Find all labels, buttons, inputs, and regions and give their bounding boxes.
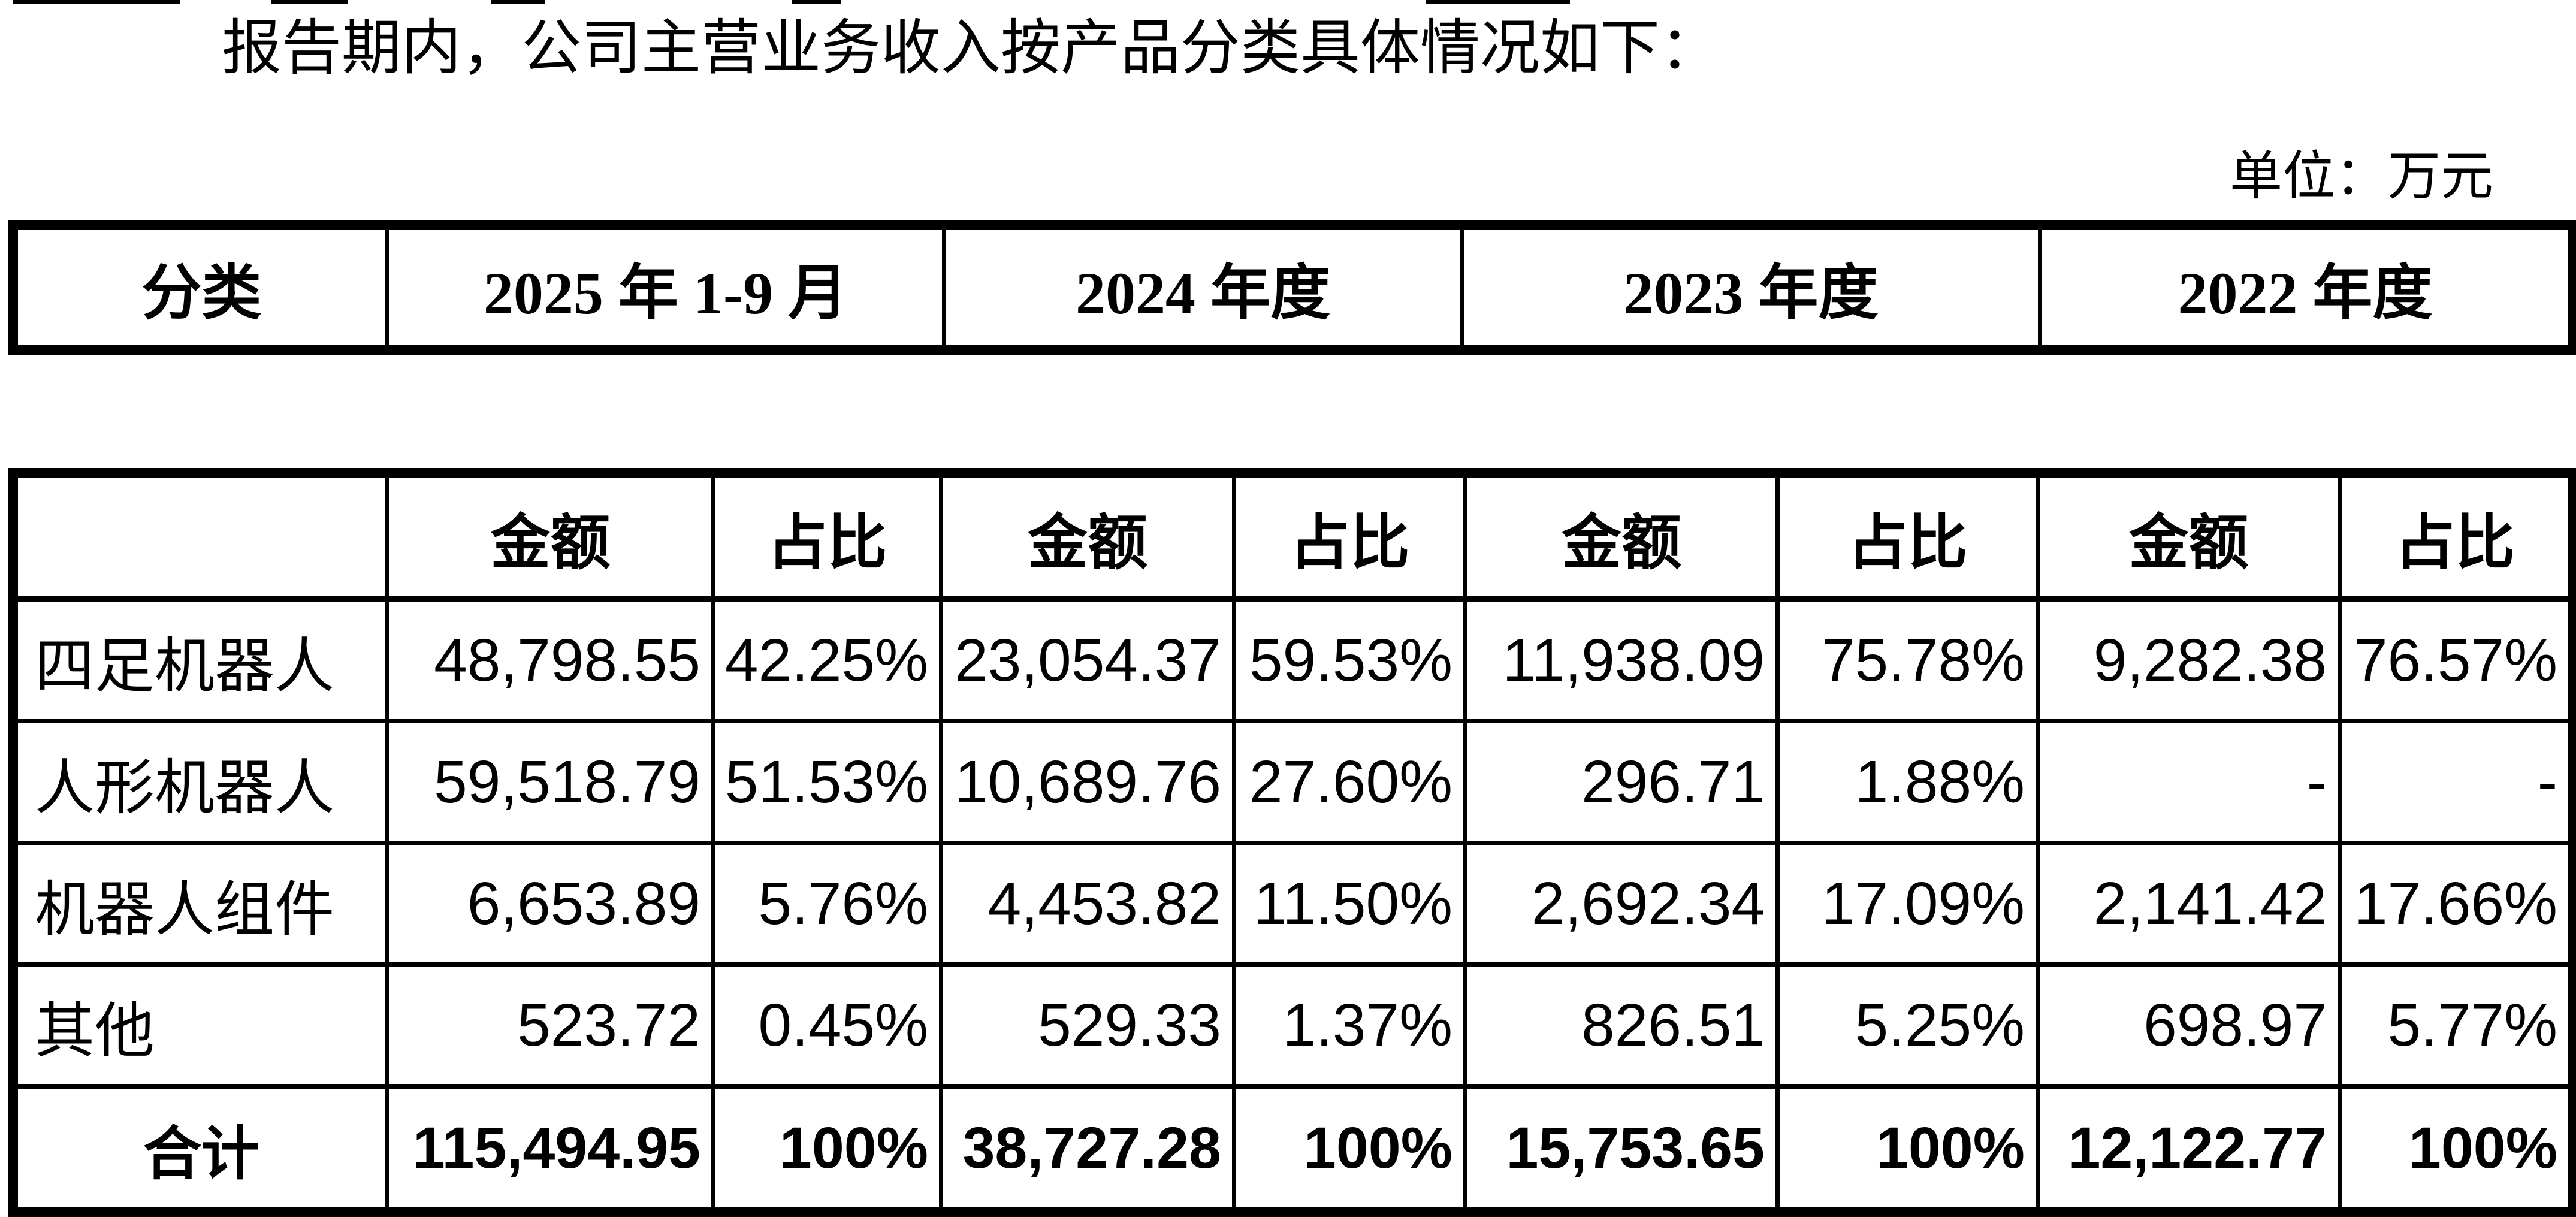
total-amount-cell: 15,753.65 <box>1463 1084 1778 1212</box>
cropped-text-artifact <box>491 0 545 4</box>
ratio-cell: 59.53% <box>1232 596 1466 721</box>
row-label: 机器人组件 <box>13 841 388 965</box>
period-cell-2024: 2024 年度 <box>942 225 1462 350</box>
amount-cell: 296.71 <box>1463 719 1778 843</box>
row-label: 四足机器人 <box>13 596 388 721</box>
ratio-cell: 17.09% <box>1775 841 2038 965</box>
ratio-cell-dash: - <box>2338 719 2574 843</box>
ratio-cell: 0.45% <box>711 962 941 1087</box>
category-header-cell: 分类 <box>141 260 262 327</box>
revenue-data-table: 金额 占比 金额 占比 金额 占比 金额 占比 四足机器人 48,798.55 … <box>8 468 2576 1217</box>
amount-cell: 11,938.09 <box>1463 596 1778 721</box>
amount-cell: 2,141.42 <box>2036 841 2340 965</box>
unit-label: 单位：万元 <box>2229 148 2493 206</box>
subheader-ratio: 占比 <box>1775 473 2038 599</box>
row-label: 人形机器人 <box>13 719 388 843</box>
subheader-ratio: 占比 <box>711 473 941 599</box>
table-row-quadruped-robot: 四足机器人 48,798.55 42.25% 23,054.37 59.53% … <box>13 596 2574 721</box>
period-cell-2023: 2023 年度 <box>1460 225 2040 350</box>
period-header-table: 分类 2025 年 1-9 月 2024 年度 2023 年度 2022 年度 <box>8 220 2576 355</box>
total-amount-cell: 115,494.95 <box>385 1084 714 1212</box>
table-row-other: 其他 523.72 0.45% 529.33 1.37% 826.51 5.25… <box>13 962 2574 1087</box>
period-cell-2025: 2025 年 1-9 月 <box>385 225 944 350</box>
ratio-cell: 42.25% <box>711 596 941 721</box>
amount-cell: 523.72 <box>385 962 714 1087</box>
subheader-ratio: 占比 <box>2338 473 2574 599</box>
cropped-text-artifact <box>792 0 841 4</box>
ratio-cell: 5.25% <box>1775 962 2038 1087</box>
subheader-blank-cell <box>13 473 388 599</box>
cropped-text-artifact <box>13 0 180 4</box>
table-row-robot-components: 机器人组件 6,653.89 5.76% 4,453.82 11.50% 2,6… <box>13 841 2574 965</box>
amount-cell: 4,453.82 <box>939 841 1234 965</box>
subheader-amount: 金额 <box>1463 473 1778 599</box>
subheader-amount: 金额 <box>2036 473 2340 599</box>
total-label: 合计 <box>13 1084 388 1212</box>
subheader-amount: 金额 <box>385 473 714 599</box>
total-ratio-cell: 100% <box>2338 1084 2574 1212</box>
amount-cell: 2,692.34 <box>1463 841 1778 965</box>
table-row-total: 合计 115,494.95 100% 38,727.28 100% 15,753… <box>13 1084 2574 1212</box>
row-label: 其他 <box>13 962 388 1087</box>
ratio-cell: 51.53% <box>711 719 941 843</box>
subheader-ratio: 占比 <box>1232 473 1466 599</box>
total-ratio-cell: 100% <box>1232 1084 1466 1212</box>
amount-cell: 6,653.89 <box>385 841 714 965</box>
subheader-amount: 金额 <box>939 473 1234 599</box>
amount-cell: 529.33 <box>939 962 1234 1087</box>
ratio-cell: 17.66% <box>2338 841 2574 965</box>
amount-cell-dash: - <box>2036 719 2340 843</box>
ratio-cell: 27.60% <box>1232 719 1466 843</box>
total-ratio-cell: 100% <box>711 1084 941 1212</box>
total-amount-cell: 38,727.28 <box>939 1084 1234 1212</box>
amount-cell: 23,054.37 <box>939 596 1234 721</box>
ratio-cell: 75.78% <box>1775 596 2038 721</box>
ratio-cell: 5.77% <box>2338 962 2574 1087</box>
ratio-cell: 11.50% <box>1232 841 1466 965</box>
amount-cell: 826.51 <box>1463 962 1778 1087</box>
cropped-text-artifact <box>1426 0 1570 4</box>
ratio-cell: 1.37% <box>1232 962 1466 1087</box>
period-cell-2022: 2022 年度 <box>2038 225 2574 350</box>
amount-cell: 9,282.38 <box>2036 596 2340 721</box>
total-ratio-cell: 100% <box>1775 1084 2038 1212</box>
ratio-cell: 1.88% <box>1775 719 2038 843</box>
table-row-humanoid-robot: 人形机器人 59,518.79 51.53% 10,689.76 27.60% … <box>13 719 2574 843</box>
subheader-row: 金额 占比 金额 占比 金额 占比 金额 占比 <box>13 473 2574 599</box>
total-amount-cell: 12,122.77 <box>2036 1084 2340 1212</box>
amount-cell: 48,798.55 <box>385 596 714 721</box>
ratio-cell: 5.76% <box>711 841 941 965</box>
amount-cell: 10,689.76 <box>939 719 1234 843</box>
intro-paragraph: 报告期内，公司主营业务收入按产品分类具体情况如下： <box>222 15 1720 81</box>
cropped-text-artifact <box>271 0 348 4</box>
ratio-cell: 76.57% <box>2338 596 2574 721</box>
period-header-row: 分类 2025 年 1-9 月 2024 年度 2023 年度 2022 年度 <box>13 225 2574 350</box>
amount-cell: 59,518.79 <box>385 719 714 843</box>
amount-cell: 698.97 <box>2036 962 2340 1087</box>
